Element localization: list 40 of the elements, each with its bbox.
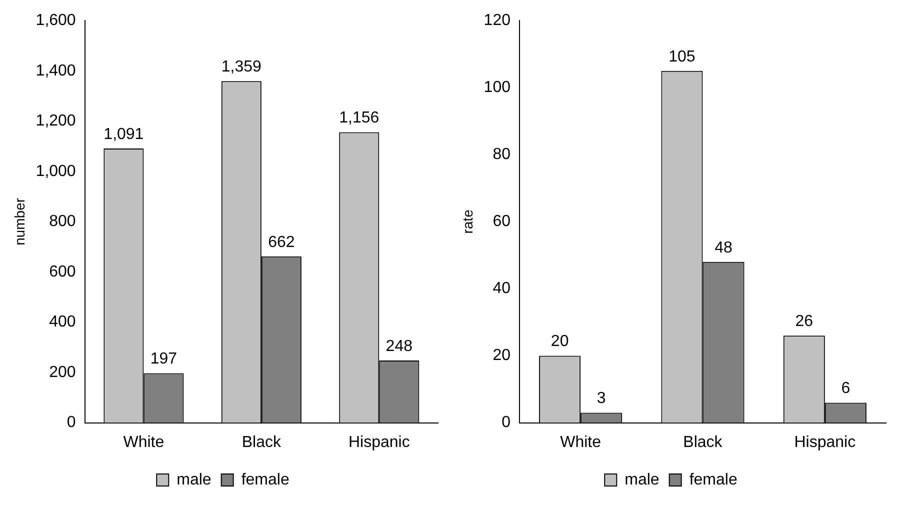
data-label: 662: [268, 234, 295, 251]
x-tick-label: Hispanic: [348, 434, 410, 451]
data-label: 3: [596, 390, 606, 408]
y-tick-label: 60: [492, 213, 511, 230]
legend-label: female: [689, 471, 738, 488]
x-tick-label: Black: [683, 434, 724, 451]
y-tick-label: 400: [49, 314, 76, 331]
x-tick-label: White: [560, 434, 602, 451]
y-tick-label: 100: [484, 79, 511, 96]
y-tick-label: 600: [49, 263, 76, 280]
y-axis-title: rate: [459, 209, 476, 234]
x-tick-label: Black: [242, 434, 282, 451]
legend-label: male: [624, 471, 660, 488]
y-tick-label: 1,600: [36, 12, 76, 30]
y-tick-label: 200: [49, 364, 76, 381]
y-tick-label: 1,400: [36, 62, 76, 80]
data-label: 6: [841, 380, 850, 398]
legend-label: male: [176, 471, 212, 488]
data-label: 26: [795, 313, 814, 330]
data-label: 20: [550, 333, 569, 350]
data-label: 248: [386, 338, 413, 355]
y-tick-label: 0: [66, 414, 76, 432]
y-tick-label: 80: [492, 146, 511, 164]
data-label: 197: [150, 350, 178, 368]
y-tick-label: 40: [492, 280, 511, 298]
y-tick-label: 800: [49, 213, 76, 230]
data-label: 105: [668, 48, 696, 66]
y-tick-label: 0: [502, 414, 511, 432]
legend-label: female: [241, 471, 290, 488]
data-label: 48: [714, 239, 733, 256]
x-tick-label: Hispanic: [794, 434, 856, 451]
y-tick-label: 120: [484, 12, 511, 30]
y-tick-label: 20: [492, 347, 511, 364]
data-label: 1,359: [221, 58, 262, 76]
data-label: 1,091: [104, 126, 144, 143]
x-tick-label: White: [123, 434, 164, 451]
y-tick-label: 1,200: [36, 112, 76, 130]
y-axis-title: number: [11, 198, 28, 246]
y-tick-label: 1,000: [36, 162, 76, 180]
data-label: 1,156: [339, 110, 380, 127]
